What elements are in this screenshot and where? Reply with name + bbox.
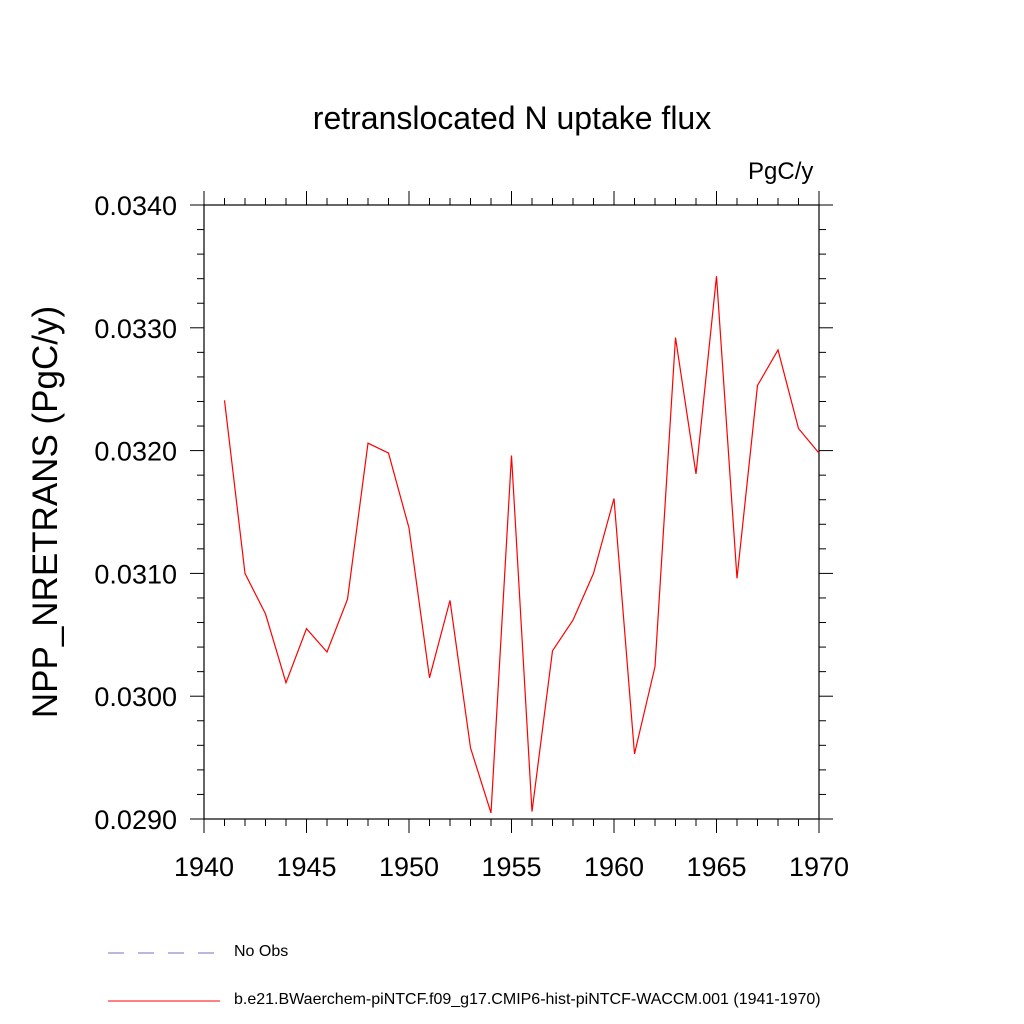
y-axis-label: NPP_NRETRANS (PgC/y) — [26, 305, 65, 719]
x-tick-label: 1945 — [276, 852, 336, 882]
y-tick-label: 0.0290 — [94, 805, 177, 835]
x-tick-label: 1965 — [686, 852, 746, 882]
y-tick-label: 0.0300 — [94, 682, 177, 712]
y-tick-label: 0.0320 — [94, 437, 177, 467]
legend-label-model-run: b.e21.BWaerchem-piNTCF.f09_g17.CMIP6-his… — [234, 991, 821, 1008]
y-tick-label: 0.0340 — [94, 191, 177, 221]
series-line — [223, 276, 820, 814]
legend-lines — [108, 952, 220, 1002]
plot-frame — [203, 204, 820, 820]
series-lines — [223, 276, 820, 814]
x-tick-label: 1960 — [584, 852, 644, 882]
y-tick-label: 0.0330 — [94, 314, 177, 344]
legend-label-no-obs: No Obs — [234, 943, 289, 960]
x-tick-label: 1940 — [174, 852, 234, 882]
x-tick-label: 1955 — [481, 852, 541, 882]
y-tick-label: 0.0310 — [94, 559, 177, 589]
axis-ticks — [190, 191, 833, 833]
x-tick-label: 1950 — [379, 852, 439, 882]
units-label: PgC/y — [748, 158, 814, 185]
chart-title: retranslocated N uptake flux — [312, 100, 712, 136]
x-tick-label: 1970 — [789, 852, 849, 882]
axis-tick-labels: 1940 1945 1950 1955 1960 1965 1970 0.0290 0.0300… — [94, 191, 849, 882]
